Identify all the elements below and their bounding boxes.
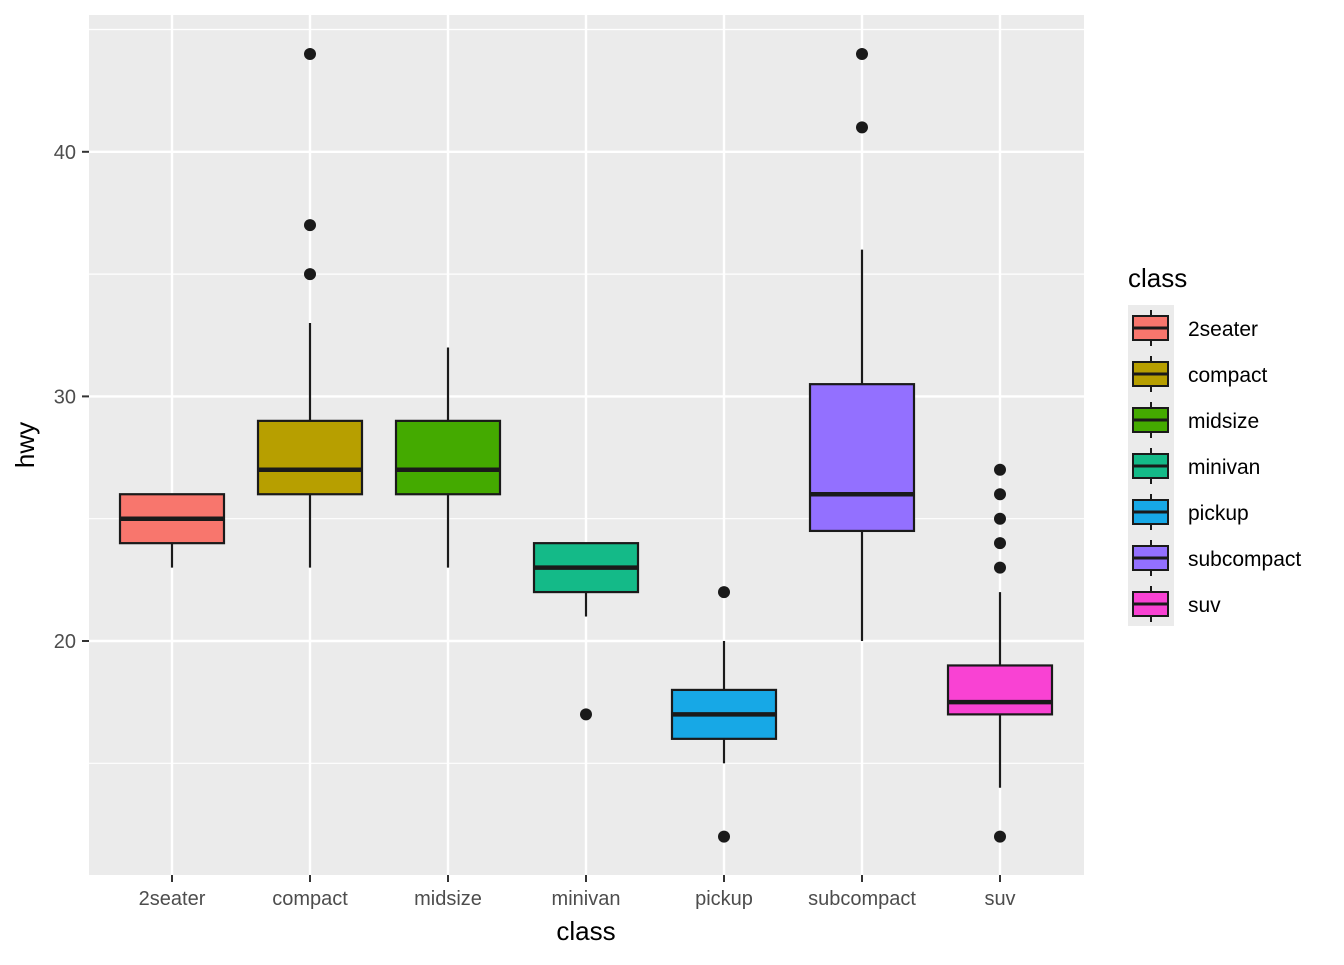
outlier-point	[304, 219, 316, 232]
box-midsize	[394, 347, 502, 568]
legend-item-label: compact	[1188, 364, 1268, 387]
x-tick-label: 2seater	[139, 888, 206, 910]
outlier-point	[304, 47, 316, 60]
x-axis-title: class	[556, 916, 615, 946]
outlier-point	[994, 830, 1006, 843]
y-tick-label: 20	[54, 631, 76, 653]
legend: class 2seater compact midsize minivan pickup…	[1128, 263, 1301, 626]
outlier-point	[994, 512, 1006, 525]
x-tick-label: midsize	[414, 888, 482, 910]
x-tick-label: subcompact	[808, 888, 916, 910]
box-subcompact	[808, 47, 916, 641]
legend-item-2seater: 2seater	[1132, 310, 1258, 346]
outlier-point	[994, 488, 1006, 501]
y-tick-label: 30	[54, 386, 76, 408]
box-pickup	[670, 586, 778, 843]
legend-item-subcompact: subcompact	[1132, 540, 1301, 576]
legend-item-label: minivan	[1188, 456, 1260, 479]
outlier-point	[718, 586, 730, 599]
outlier-point	[718, 830, 730, 843]
box-group	[118, 47, 1054, 843]
x-tick-label: suv	[984, 888, 1015, 910]
y-axis: 20 30 40	[54, 142, 89, 653]
outlier-point	[304, 268, 316, 281]
box-compact	[256, 47, 364, 568]
legend-item-label: midsize	[1188, 410, 1259, 433]
outlier-point	[856, 121, 868, 134]
outlier-point	[580, 708, 592, 721]
legend-keys: 2seater compact midsize minivan pickup subcom…	[1132, 310, 1301, 622]
legend-item-label: pickup	[1188, 502, 1249, 525]
legend-item-midsize: midsize	[1132, 402, 1259, 438]
box-iqr	[946, 664, 1054, 716]
legend-item-minivan: minivan	[1132, 448, 1260, 484]
x-tick-label: compact	[272, 888, 348, 910]
outlier-point	[994, 561, 1006, 574]
y-axis-title: hwy	[10, 422, 40, 468]
y-tick-label: 40	[54, 142, 76, 164]
legend-item-suv: suv	[1132, 586, 1221, 622]
legend-item-label: 2seater	[1188, 318, 1258, 341]
box-iqr	[256, 419, 364, 496]
box-iqr	[394, 419, 502, 496]
x-axis: 2seater compact midsize minivan pickup subcom…	[139, 875, 1016, 910]
outlier-point	[994, 537, 1006, 550]
legend-item-label: subcompact	[1188, 548, 1301, 571]
legend-item-compact: compact	[1132, 356, 1268, 392]
box-iqr	[808, 383, 916, 533]
outlier-point	[994, 463, 1006, 476]
x-tick-label: minivan	[552, 888, 621, 910]
x-tick-label: pickup	[695, 888, 753, 910]
legend-title: class	[1128, 263, 1187, 293]
box-2seater	[118, 493, 226, 568]
outlier-point	[856, 47, 868, 60]
box-suv	[946, 463, 1054, 843]
box-minivan	[532, 542, 640, 721]
legend-item-label: suv	[1188, 594, 1221, 617]
legend-item-pickup: pickup	[1132, 494, 1249, 530]
